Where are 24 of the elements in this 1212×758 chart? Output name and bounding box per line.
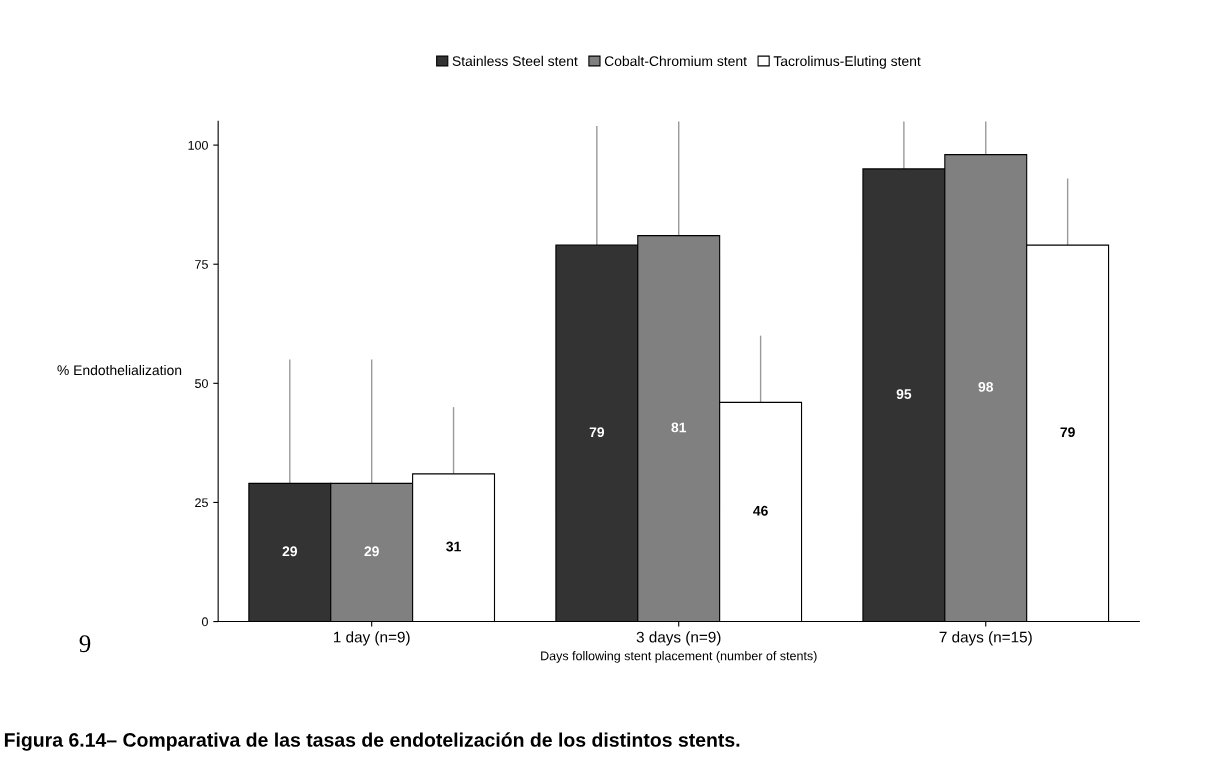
- x-tick-label: 3 days (n=9): [636, 631, 721, 646]
- y-tick-label: 75: [195, 260, 208, 269]
- y-tick-label: 100: [188, 140, 208, 150]
- y-axis-title: % Endothelialization: [57, 364, 182, 376]
- data-label: 29: [364, 546, 379, 557]
- x-tick-label: 1 day (n=9): [333, 631, 410, 646]
- text: 9: [79, 635, 91, 653]
- data-label: 46: [753, 505, 768, 516]
- x-tick-label: 7 days (n=15): [939, 631, 1032, 646]
- data-label: 31: [446, 541, 461, 552]
- text: Figura 6.14– Comparativa de las tasas de endotelización de los distintos stents.: [4, 732, 740, 751]
- legend-label: Stainless Steel stent: [452, 55, 578, 67]
- y-tick-label: 0: [201, 617, 208, 627]
- legend-label: Cobalt-Chromium stent: [604, 55, 747, 67]
- data-label: 98: [978, 381, 994, 392]
- x-axis-title: Days following stent placement (number of stents): [541, 651, 817, 663]
- data-label: 95: [896, 389, 912, 399]
- data-label: 79: [1060, 427, 1075, 438]
- legend-label: Tacrolimus-Eluting stent: [773, 55, 921, 69]
- y-tick-label: 50: [195, 379, 208, 388]
- data-label: 79: [589, 427, 605, 438]
- data-label: 29: [282, 546, 298, 557]
- y-tick-label: 25: [195, 498, 208, 508]
- data-label: 81: [671, 422, 687, 433]
